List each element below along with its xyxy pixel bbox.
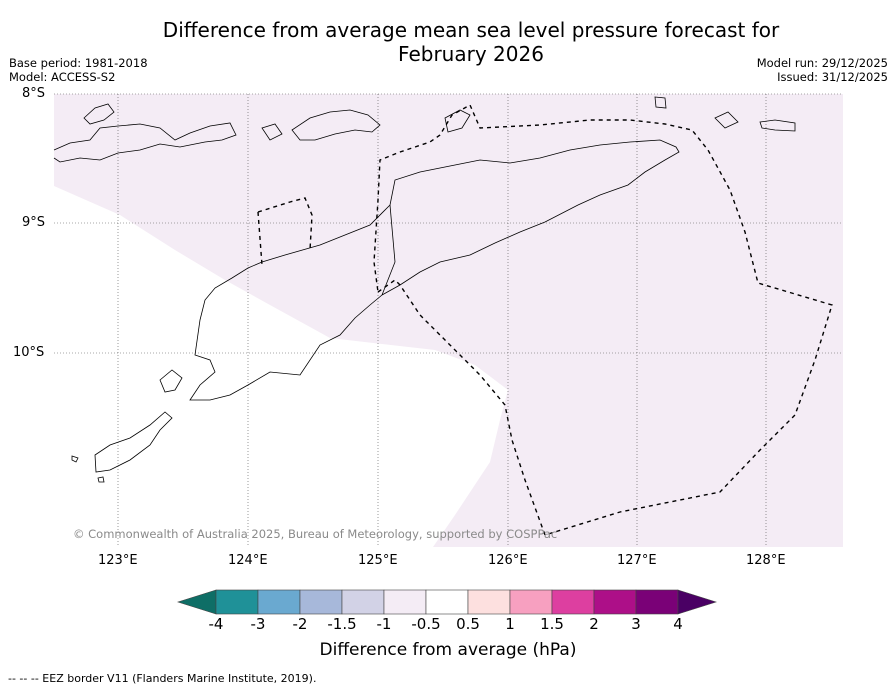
colorbar-tick-8: 1.5 (540, 615, 564, 633)
lon-label-128e: 128°E (746, 553, 786, 568)
colorbar-tick-11: 4 (673, 615, 683, 633)
pressure-anomaly-fill (54, 94, 843, 547)
lon-label-126e: 126°E (488, 553, 528, 568)
lon-label-124e: 124°E (228, 553, 268, 568)
coastlines (53, 96, 796, 483)
colorbar-tick-10: 3 (631, 615, 641, 633)
coast-small-island-1 (83, 103, 115, 125)
colorbar-tick-1: -3 (250, 615, 266, 633)
colorbar-segment (257, 589, 301, 615)
issued-date: Issued: 31/12/2025 (777, 70, 888, 84)
coast-flores-alor (53, 122, 237, 163)
lat-label-9s: 9°S (22, 215, 46, 230)
model-run: Model run: 29/12/2025 (756, 56, 888, 70)
colorbar-segment (299, 589, 343, 615)
lon-label-123e: 123°E (98, 553, 138, 568)
colorbar-segment (425, 589, 469, 615)
colorbar-tick-4: -1 (376, 615, 392, 633)
eez-border-oecusse (257, 197, 313, 266)
colorbar-segment (635, 589, 679, 615)
colorbar-tick-5: -0.5 (411, 615, 441, 633)
colorbar-tick-2: -2 (292, 615, 308, 633)
colorbar-segment (467, 589, 511, 615)
coast-semau (159, 369, 183, 393)
coast-wetar (291, 109, 381, 141)
coast-timor (381, 139, 680, 296)
colorbar-tick-9: 2 (589, 615, 599, 633)
colorbar (177, 589, 717, 615)
colorbar-tick-7: 1 (505, 615, 515, 633)
meta-right: Model run: 29/12/2025 Issued: 31/12/2025 (757, 56, 888, 84)
colorbar-tick-6: 0.5 (456, 615, 480, 633)
meta-left: Base period: 1981-2018 Model: ACCESS-S2 (9, 56, 148, 84)
eez-borders (257, 104, 833, 536)
base-period: Base period: 1981-2018 (9, 56, 148, 70)
coast-timor-west (189, 204, 391, 401)
title-line-1: Difference from average mean sea level p… (162, 18, 780, 42)
eez-footnote: -- -- -- EEZ border V11 (Flanders Marine… (8, 672, 317, 685)
colorbar-tick-0: -4 (208, 615, 224, 633)
coast-rote (94, 411, 173, 473)
coast-small-island-3 (97, 476, 105, 483)
coast-babar (714, 111, 739, 129)
coast-small-island-2 (261, 123, 283, 141)
colorbar-segment (341, 589, 385, 615)
coast-leti (654, 96, 667, 109)
colorbar-title: Difference from average (hPa) (319, 640, 577, 660)
colorbar-extend-low (177, 589, 217, 615)
colorbar-segment (215, 589, 259, 615)
lat-label-10s: 10°S (13, 345, 45, 360)
title-line-2: February 2026 (398, 42, 544, 66)
chart-title: Difference from average mean sea level p… (100, 18, 842, 66)
model-name: Model: ACCESS-S2 (9, 70, 116, 84)
colorbar-segment (383, 589, 427, 615)
coast-ndao (71, 455, 79, 463)
colorbar-tick-3: -1.5 (327, 615, 357, 633)
eez-border-timor-leste (373, 104, 833, 536)
coast-babar-2 (759, 119, 796, 132)
lat-label-8s: 8°S (22, 86, 46, 101)
lon-label-127e: 127°E (617, 553, 657, 568)
colorbar-segment (551, 589, 595, 615)
colorbar-extend-high (677, 589, 717, 615)
copyright-note: © Commonwealth of Australia 2025, Bureau… (73, 527, 558, 541)
colorbar-segment (509, 589, 553, 615)
colorbar-segment (593, 589, 637, 615)
gridlines (54, 93, 843, 547)
lon-label-125e: 125°E (358, 553, 398, 568)
